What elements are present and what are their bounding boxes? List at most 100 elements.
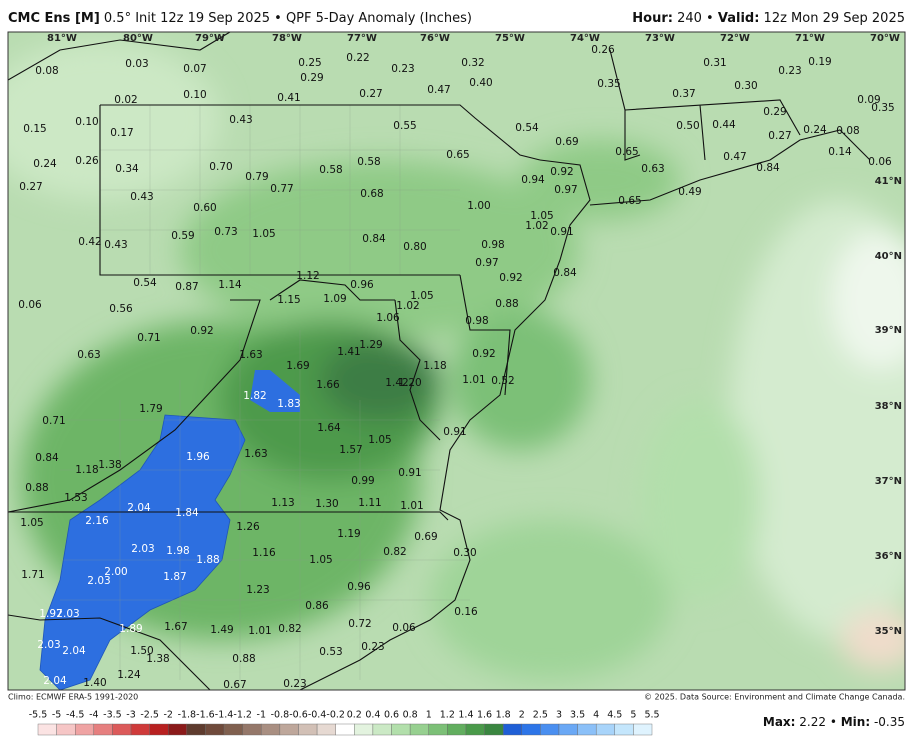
value-label: 0.59 — [171, 230, 194, 242]
colorbar-label: 0.6 — [384, 710, 399, 721]
colorbar-cell — [391, 723, 411, 736]
value-label: 0.27 — [359, 88, 382, 100]
longitude-label: 80°W — [123, 33, 153, 44]
value-label: 0.23 — [778, 65, 801, 77]
value-label: 0.14 — [828, 146, 852, 158]
colorbar-label: -3.5 — [103, 710, 122, 721]
colorbar-cell — [205, 723, 225, 736]
value-labels: 0.08 0.03 0.07 0.25 0.22 0.23 0.32 0.26 0.31 0.23… — [18, 44, 894, 691]
value-label: 0.99 — [351, 475, 374, 487]
colorbar-cell — [614, 723, 634, 736]
colorbar-label: -1 — [257, 710, 266, 721]
colorbar-label: 2 — [519, 710, 525, 721]
value-label: 0.50 — [676, 120, 699, 132]
value-label: 0.08 — [35, 65, 58, 77]
value-label: 1.01 — [400, 500, 423, 512]
colorbar-label: -0.2 — [326, 710, 345, 721]
value-label: 1.01 — [248, 625, 271, 637]
value-label: 0.84 — [756, 162, 780, 174]
value-label: 1.23 — [246, 584, 269, 596]
value-label: 0.47 — [427, 84, 450, 96]
colorbar-cell — [335, 723, 355, 736]
colorbar-cell — [484, 723, 504, 736]
heavy-precip-area — [250, 370, 300, 412]
colorbar-label: -3 — [126, 710, 135, 721]
value-label: 0.15 — [23, 123, 46, 135]
value-label: 0.19 — [808, 56, 831, 68]
value-label: 0.27 — [768, 130, 791, 142]
value-label: 0.30 — [453, 547, 476, 559]
value-label: 0.65 — [446, 149, 469, 161]
longitude-label: 74°W — [570, 33, 600, 44]
longitude-label: 75°W — [495, 33, 525, 44]
value-label: 0.92 — [499, 272, 522, 284]
value-label: 0.91 — [443, 426, 466, 438]
value-label: 0.53 — [319, 646, 342, 658]
value-label: 1.24 — [117, 669, 141, 681]
value-label: 0.26 — [591, 44, 615, 56]
latitude-label: 35°N — [875, 626, 902, 637]
value-label: 1.89 — [119, 623, 142, 635]
value-label: 0.41 — [277, 92, 300, 104]
value-label: 2.04 — [43, 675, 67, 687]
value-label: 0.06 — [392, 622, 416, 634]
value-label: 0.69 — [555, 136, 578, 148]
colorbar-label: -1.4 — [215, 710, 234, 721]
value-label: 0.88 — [495, 298, 518, 310]
colorbar-label: 3.5 — [570, 710, 585, 721]
colorbar-cell — [558, 723, 578, 736]
colorbar-label: -1.2 — [233, 710, 252, 721]
colorbar-cell — [130, 723, 150, 736]
value-label: 1.63 — [239, 349, 262, 361]
longitude-label: 79°W — [195, 33, 225, 44]
value-label: 1.26 — [236, 521, 260, 533]
colorbar-cell — [279, 723, 299, 736]
value-label: 1.63 — [244, 448, 267, 460]
value-label: 0.91 — [398, 467, 421, 479]
value-label: 0.29 — [300, 72, 323, 84]
value-label: 0.31 — [703, 57, 726, 69]
value-label: 0.98 — [481, 239, 504, 251]
value-label: 0.52 — [491, 375, 514, 387]
value-label: 0.35 — [597, 78, 620, 90]
value-label: 0.44 — [712, 119, 736, 131]
value-label: 0.23 — [283, 678, 306, 690]
value-label: 1.57 — [339, 444, 362, 456]
value-label: 0.58 — [319, 164, 342, 176]
value-label: 1.05 — [530, 210, 553, 222]
value-label: 1.96 — [186, 451, 210, 463]
valid-value: 12z Mon 29 Sep 2025 — [759, 11, 905, 26]
value-label: 0.65 — [618, 195, 641, 207]
value-label: 0.43 — [130, 191, 153, 203]
value-label: 1.98 — [166, 545, 189, 557]
value-label: 1.67 — [164, 621, 187, 633]
value-label: 1.14 — [218, 279, 242, 291]
longitude-label: 81°W — [47, 33, 77, 44]
latitude-label: 36°N — [875, 551, 902, 562]
value-label: 0.06 — [18, 299, 42, 311]
model: CMC Ens [M] — [8, 11, 100, 26]
value-label: 0.24 — [33, 158, 57, 170]
colorbar-cell — [595, 723, 615, 736]
colorbar-cell — [298, 723, 318, 736]
value-label: 0.30 — [734, 80, 757, 92]
colorbar-label: -2 — [164, 710, 173, 721]
colorbar-label: -4 — [89, 710, 98, 721]
value-label: 1.88 — [196, 554, 219, 566]
colorbar-cell — [316, 723, 336, 736]
colorbar-label: 1 — [426, 710, 432, 721]
value-label: 0.07 — [183, 63, 206, 75]
hour-key: Hour: — [632, 11, 673, 26]
value-label: 1.71 — [21, 569, 44, 581]
colorbar-label: 1.6 — [477, 710, 492, 721]
colorbar-cell — [447, 723, 467, 736]
colorbar-cell — [93, 723, 113, 736]
value-label: 1.87 — [163, 571, 186, 583]
value-label: 1.50 — [130, 645, 153, 657]
value-label: 0.84 — [35, 452, 59, 464]
value-label: 0.22 — [346, 52, 369, 64]
value-label: 1.01 — [462, 374, 485, 386]
value-label: 0.23 — [361, 641, 384, 653]
min-value: -0.35 — [870, 715, 905, 729]
